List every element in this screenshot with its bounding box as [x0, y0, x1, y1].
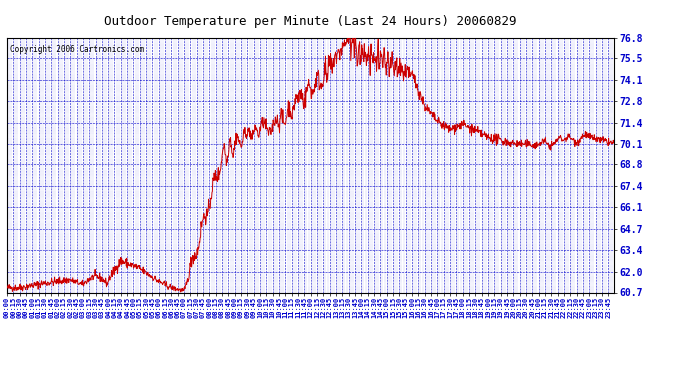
Text: Copyright 2006 Cartronics.com: Copyright 2006 Cartronics.com [10, 45, 144, 54]
Text: Outdoor Temperature per Minute (Last 24 Hours) 20060829: Outdoor Temperature per Minute (Last 24 … [104, 15, 517, 28]
